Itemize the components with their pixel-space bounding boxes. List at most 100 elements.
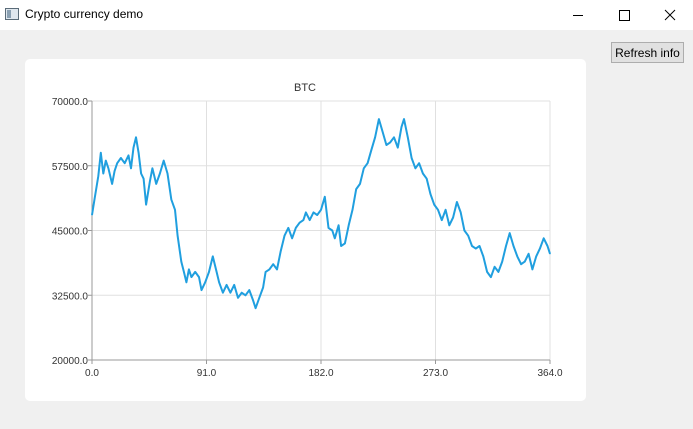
data-point [539,248,541,250]
x-tick-label: 91.0 [197,368,217,379]
data-point [188,268,190,270]
data-point [414,167,416,169]
data-point [299,222,301,224]
data-point [448,224,450,226]
data-point [237,297,239,299]
data-point [295,227,297,229]
data-point [397,147,399,149]
chart-card: BTC 0.0 91.0 182.0 273.0 364.0 20000.0 32500.0… [25,59,586,401]
data-point [344,242,346,244]
data-point [166,172,169,175]
data-point [135,136,137,138]
data-point [111,183,113,185]
data-point [478,245,481,247]
data-point [302,219,304,221]
data-point [194,271,196,273]
data-point [407,136,409,138]
data-point [316,214,318,216]
data-point [185,281,187,283]
data-point [252,299,254,301]
data-point [494,266,496,268]
data-point [543,237,545,239]
data-point [120,157,122,159]
data-point [283,235,286,237]
data-point [535,255,537,257]
minimize-button[interactable] [555,0,601,30]
data-point [248,289,250,291]
data-point [348,224,350,226]
axes: 0.0 91.0 182.0 273.0 364.0 20000.0 32500.0 4500… [52,97,563,379]
data-point [351,209,354,211]
data-point [291,237,293,239]
data-point [200,289,203,291]
data-point [258,297,260,299]
data-point [174,209,176,211]
grid [91,100,551,361]
data-point [389,141,391,143]
data-point [208,271,210,273]
data-point [355,188,357,190]
data-point [378,118,380,120]
data-point [475,248,477,250]
data-point [216,271,218,273]
data-point [138,152,140,154]
data-point [177,235,179,237]
data-point [433,204,435,206]
data-point [241,292,243,294]
data-point [276,268,278,270]
chart-title: BTC [294,82,316,94]
data-point [105,160,107,162]
data-point [312,211,315,213]
data-point [280,250,282,252]
data-point [418,162,420,164]
data-point [385,144,387,146]
data-point [393,136,395,138]
maximize-button[interactable] [601,0,647,30]
data-point [180,261,182,263]
data-point [102,172,104,175]
data-point [340,245,342,247]
data-point [170,198,172,200]
data-point [403,118,405,120]
data-point [505,245,507,247]
data-point [145,204,147,206]
data-point [490,276,492,278]
x-tick-label: 0.0 [85,368,99,379]
data-point [287,227,289,229]
data-point [426,178,428,180]
data-point [452,216,454,219]
data-point [441,219,443,221]
data-point [143,178,145,180]
data-point [411,157,413,159]
data-point [124,162,126,164]
data-point [93,198,96,200]
y-tick-label: 57500.0 [52,162,89,173]
data-point [91,214,93,216]
data-point [460,211,462,213]
data-point [359,183,361,185]
data-point [367,162,369,164]
y-tick-label: 20000.0 [52,356,89,367]
data-point [374,136,376,138]
data-point [520,263,522,265]
data-point [305,211,307,213]
refresh-info-button[interactable]: Refresh info [611,42,684,63]
data-point [334,237,336,239]
data-point [370,149,372,151]
data-point [265,271,267,273]
data-point [159,172,161,175]
close-button[interactable] [647,0,693,30]
data-point [429,193,432,195]
data-point [309,219,311,221]
data-point [255,307,257,309]
data-point [229,292,231,294]
data-point [163,160,165,162]
data-point [97,175,99,177]
data-point [107,167,109,169]
data-point [422,172,424,175]
data-point [155,183,157,185]
data-point [327,227,330,229]
data-point [400,126,403,128]
data-point [222,292,224,294]
data-point [471,245,473,247]
